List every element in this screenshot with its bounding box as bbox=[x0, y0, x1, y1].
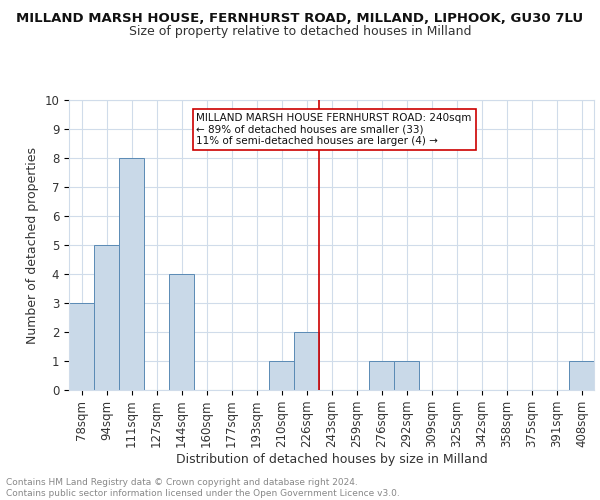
Bar bbox=[394, 361, 419, 390]
Bar bbox=[69, 303, 94, 390]
Text: Size of property relative to detached houses in Milland: Size of property relative to detached ho… bbox=[129, 25, 471, 38]
Bar bbox=[569, 361, 594, 390]
Text: MILLAND MARSH HOUSE, FERNHURST ROAD, MILLAND, LIPHOOK, GU30 7LU: MILLAND MARSH HOUSE, FERNHURST ROAD, MIL… bbox=[16, 12, 584, 26]
Bar bbox=[94, 245, 119, 390]
Text: Contains HM Land Registry data © Crown copyright and database right 2024.
Contai: Contains HM Land Registry data © Crown c… bbox=[6, 478, 400, 498]
Bar bbox=[294, 332, 319, 390]
Text: MILLAND MARSH HOUSE FERNHURST ROAD: 240sqm
← 89% of detached houses are smaller : MILLAND MARSH HOUSE FERNHURST ROAD: 240s… bbox=[197, 113, 472, 146]
X-axis label: Distribution of detached houses by size in Milland: Distribution of detached houses by size … bbox=[176, 453, 487, 466]
Bar bbox=[169, 274, 194, 390]
Bar bbox=[119, 158, 144, 390]
Bar bbox=[369, 361, 394, 390]
Y-axis label: Number of detached properties: Number of detached properties bbox=[26, 146, 39, 344]
Bar bbox=[269, 361, 294, 390]
